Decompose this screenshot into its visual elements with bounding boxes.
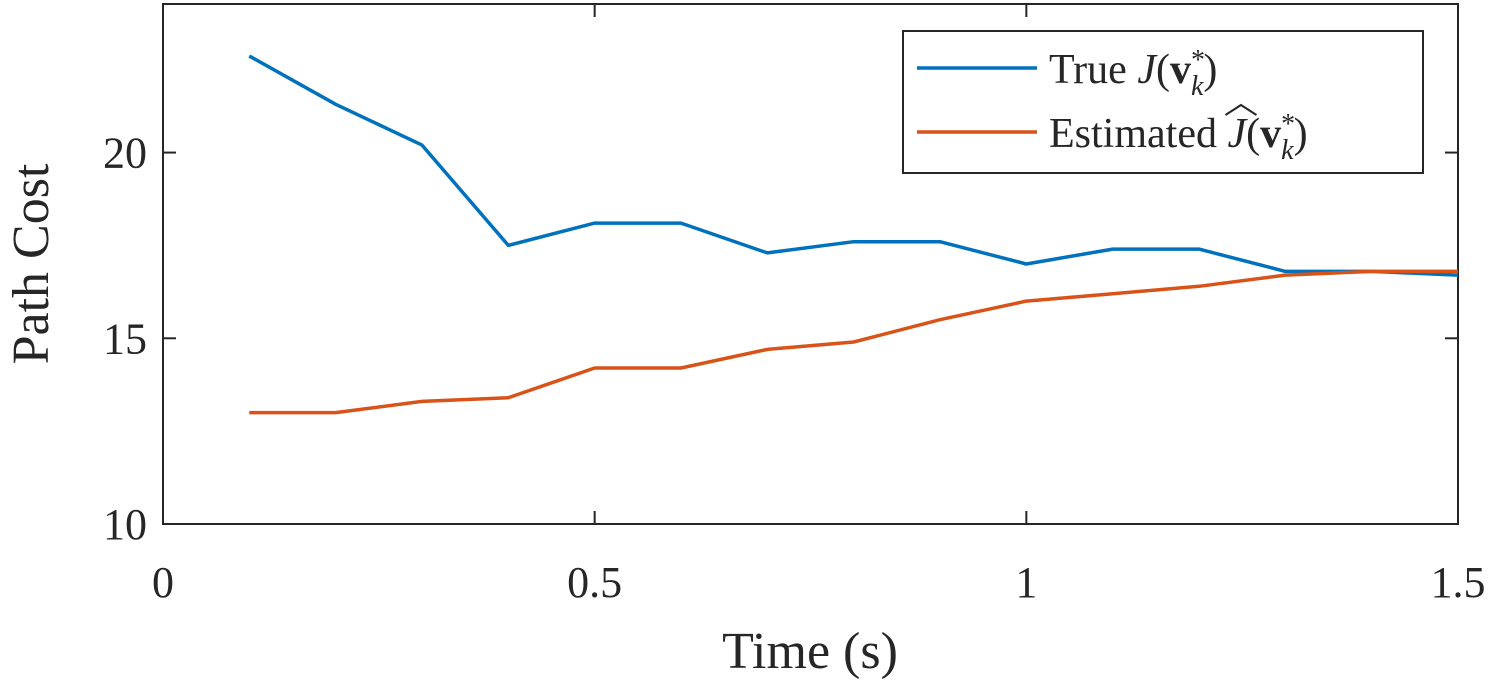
series-lines	[248, 54, 1459, 415]
legend-entry-0: True J(v* k)	[1049, 45, 1217, 102]
y-axis-label: Path Cost	[3, 163, 60, 364]
x-tick-label: 0	[152, 558, 174, 607]
x-tick-label: 1	[1015, 558, 1037, 607]
x-tick-label: 1.5	[1431, 558, 1486, 607]
legend-box	[902, 30, 1424, 174]
series-line-0	[248, 54, 1459, 277]
legend-hat-1	[1224, 103, 1258, 116]
x-axis-ticks: 0 0.5 1 1.5	[152, 4, 1486, 607]
series-line-1	[249, 269, 1458, 415]
x-tick-label: 0.5	[567, 558, 622, 607]
y-tick-label: 10	[103, 500, 147, 549]
legend-entry-1: Estimated J(v* k)	[1049, 109, 1308, 166]
y-tick-label: 15	[103, 314, 147, 363]
y-tick-label: 20	[103, 129, 147, 178]
x-axis-label: Time (s)	[722, 623, 898, 680]
legend: True J(v* k) Estimated J(v* k)	[902, 30, 1424, 174]
y-axis-ticks: 10 15 20	[103, 129, 1458, 549]
